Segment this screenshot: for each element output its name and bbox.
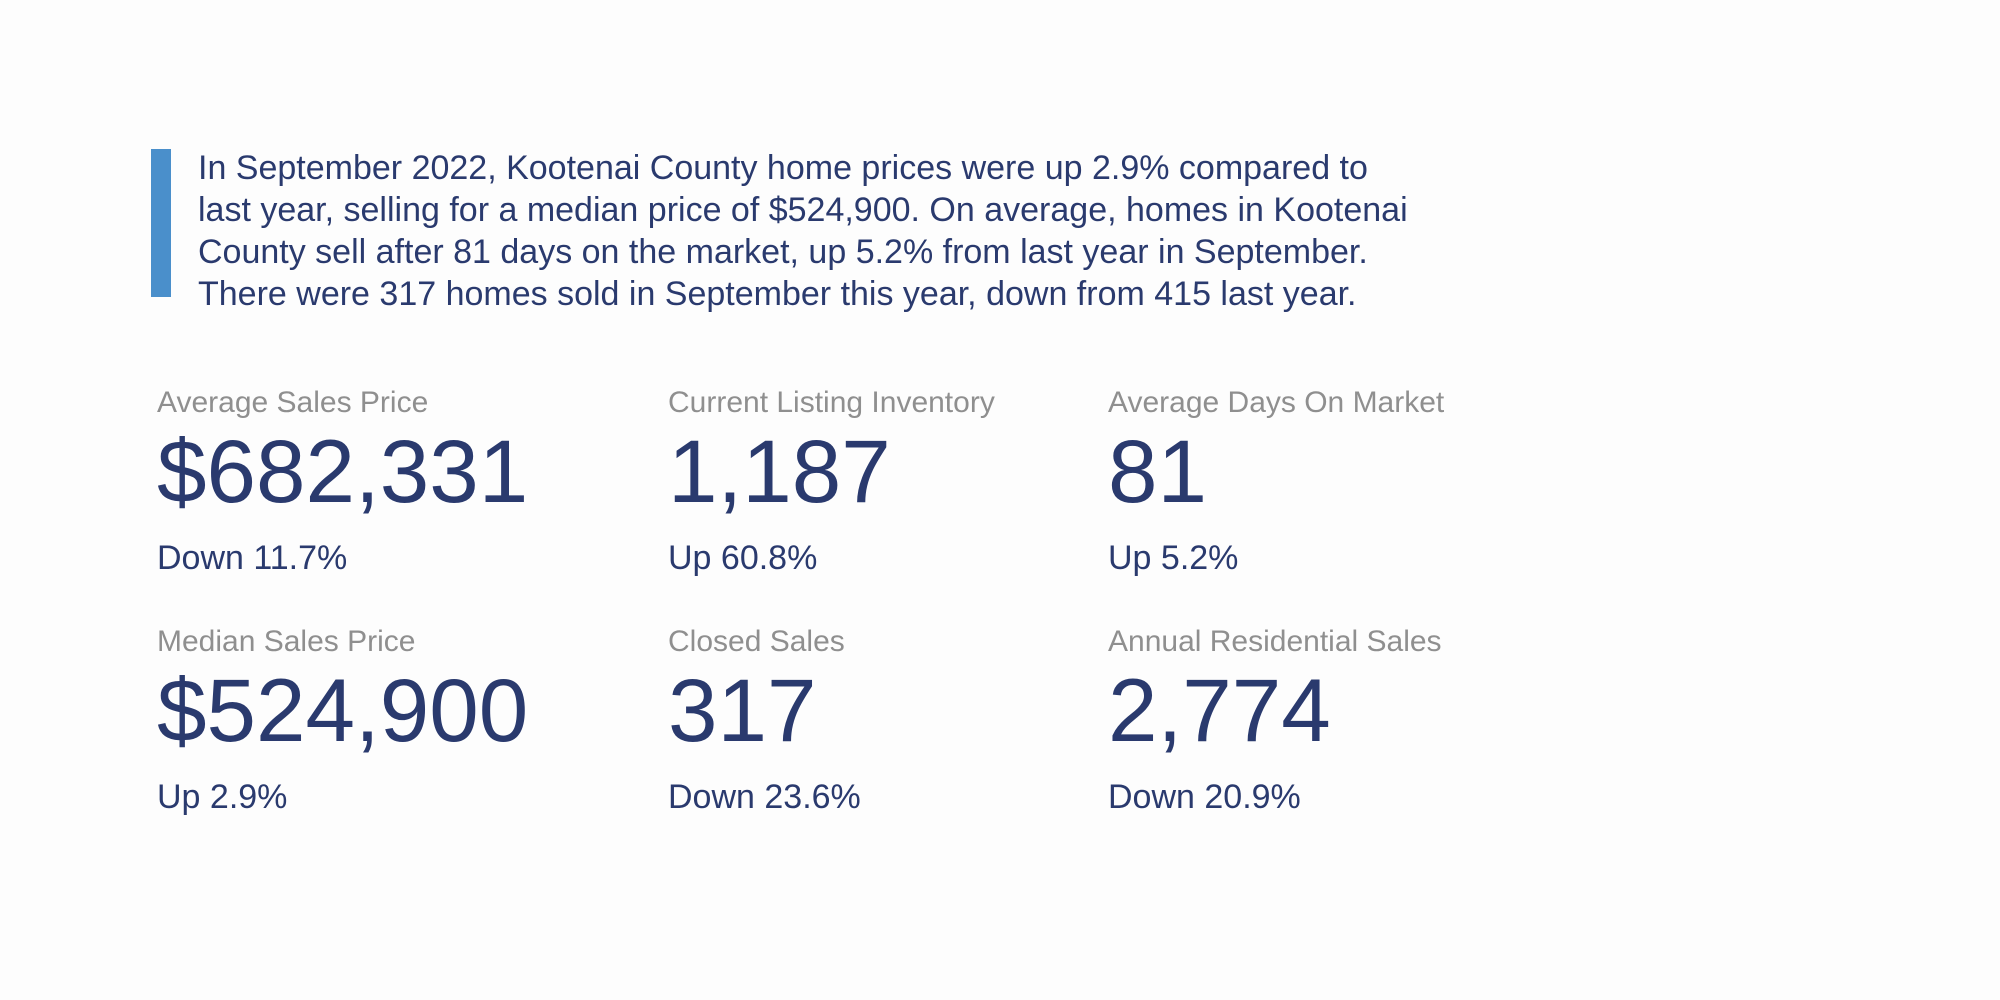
stat-card-current-listing-inventory: Current Listing Inventory 1,187 Up 60.8%: [668, 385, 1108, 578]
stat-value: 81: [1108, 421, 1207, 521]
stat-value: 1,187: [668, 421, 891, 521]
stat-label: Current Listing Inventory: [668, 386, 995, 419]
stat-card-closed-sales: Closed Sales 317 Down 23.6%: [668, 624, 1108, 817]
stat-change: Up 60.8%: [668, 539, 818, 577]
stat-card-median-sales-price: Median Sales Price $524,900 Up 2.9%: [157, 624, 668, 817]
stat-label: Average Days On Market: [1108, 386, 1445, 419]
stat-change: Down 23.6%: [668, 778, 861, 816]
stat-card-annual-residential-sales: Annual Residential Sales 2,774 Down 20.9…: [1108, 624, 2000, 817]
stat-label: Annual Residential Sales: [1108, 625, 1442, 658]
stat-label: Closed Sales: [668, 625, 845, 658]
stats-grid: Average Sales Price $682,331 Down 11.7% …: [157, 385, 2000, 817]
stat-value: 2,774: [1108, 660, 1331, 760]
accent-bar: [151, 149, 171, 297]
stat-card-average-days-on-market: Average Days On Market 81 Up 5.2%: [1108, 385, 2000, 578]
market-summary-text: In September 2022, Kootenai County home …: [198, 149, 1408, 313]
stat-value: $524,900: [157, 660, 529, 760]
stat-change: Up 5.2%: [1108, 539, 1239, 577]
stat-change: Down 20.9%: [1108, 778, 1301, 816]
stat-value: 317: [668, 660, 817, 760]
stat-label: Average Sales Price: [157, 386, 429, 419]
stat-change: Down 11.7%: [157, 539, 348, 577]
market-summary-callout: In September 2022, Kootenai County home …: [151, 147, 1421, 315]
stat-value: $682,331: [157, 421, 529, 521]
stat-label: Median Sales Price: [157, 625, 416, 658]
stat-change: Up 2.9%: [157, 778, 288, 816]
stat-card-average-sales-price: Average Sales Price $682,331 Down 11.7%: [157, 385, 668, 578]
